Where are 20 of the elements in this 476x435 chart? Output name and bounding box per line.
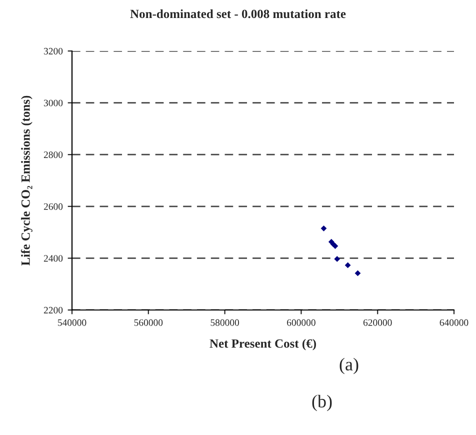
y-tick-label: 2800	[44, 152, 63, 158]
x-tick-label: 540000	[58, 319, 86, 326]
point	[334, 256, 340, 262]
y-tick-label: 3000	[44, 100, 63, 106]
y-tick-label: 2600	[44, 203, 63, 210]
y-axis-title: Life Cycle CO₂ Emissions (tons)	[20, 96, 32, 266]
text: (b)	[312, 394, 332, 412]
x-tick-label: 600000	[287, 319, 316, 326]
x-axis-title: Net Present Cost (€)	[210, 338, 316, 350]
chart-title: Non-dominated set - 0.008 mutation rate	[130, 9, 346, 18]
y-tick-label: 3200	[44, 48, 63, 54]
x-tick-label: 620000	[363, 319, 392, 326]
point	[344, 262, 351, 268]
x-tick-label: 580000	[210, 319, 240, 326]
point	[320, 225, 327, 232]
y-tick-label: 2200	[44, 306, 63, 314]
text: (a)	[340, 358, 358, 374]
y-tick-label: 2400	[44, 255, 63, 262]
x-tick-label: 640000	[440, 319, 468, 326]
x-tick-label: 560000	[134, 319, 163, 326]
